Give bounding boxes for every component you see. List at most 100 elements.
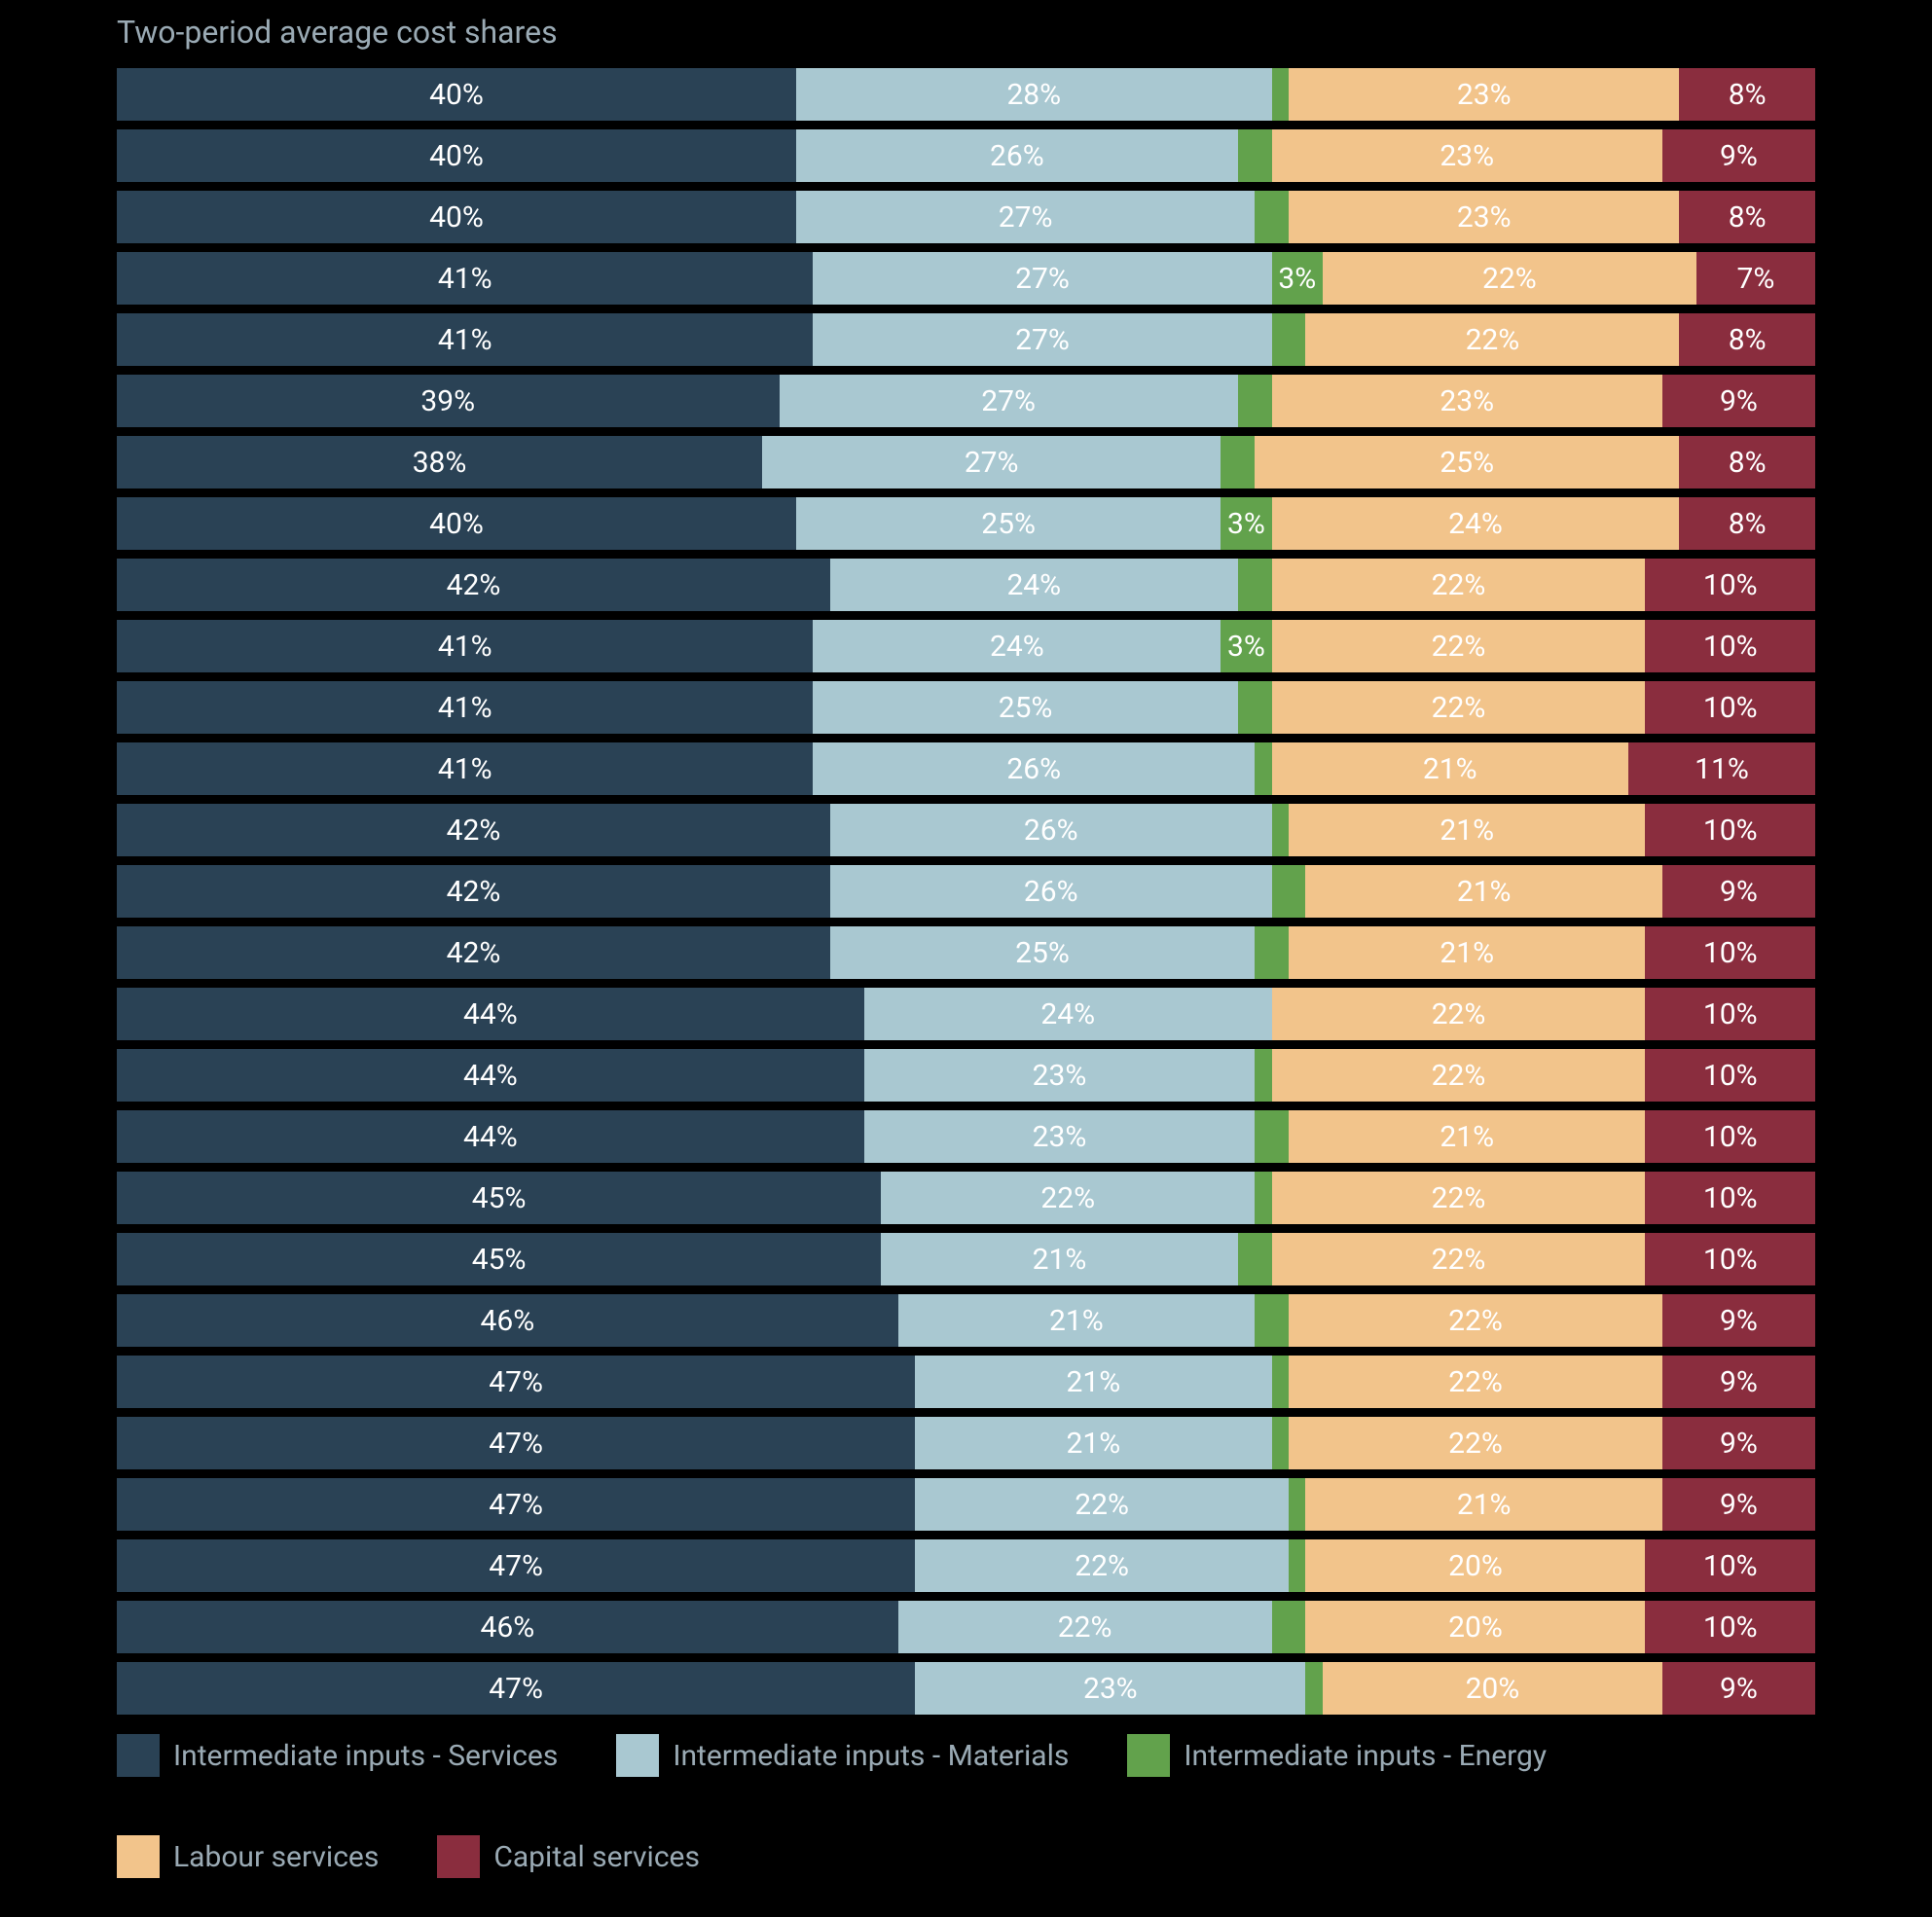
bar-segment-labour: 23%: [1289, 68, 1679, 121]
bar-row: 47%22%21%9%: [117, 1478, 1815, 1531]
bar-segment-labour: 21%: [1289, 1110, 1645, 1163]
bar-segment-labour: 20%: [1305, 1601, 1645, 1653]
bar-segment-labour: 22%: [1289, 1356, 1662, 1408]
bar-segment-capital: 10%: [1645, 559, 1815, 611]
bar-segment-services: 44%: [117, 1110, 864, 1163]
bar-segment-services: 47%: [117, 1539, 915, 1592]
bar-segment-energy: [1238, 559, 1272, 611]
bar-segment-labour: 22%: [1305, 313, 1679, 366]
bar-row: 42%24%22%10%: [117, 559, 1815, 611]
bar-segment-capital: 10%: [1645, 926, 1815, 979]
bar-segment-energy: [1221, 436, 1255, 488]
bar-segment-labour: 21%: [1289, 804, 1645, 856]
bar-segment-energy: [1272, 313, 1306, 366]
bar-segment-materials: 22%: [881, 1172, 1255, 1224]
bar-segment-labour: 21%: [1305, 1478, 1661, 1531]
bar-row: 40%26%23%9%: [117, 129, 1815, 182]
bar-segment-services: 46%: [117, 1601, 898, 1653]
bar-segment-services: 39%: [117, 375, 780, 427]
bar-segment-services: 47%: [117, 1417, 915, 1469]
bar-segment-materials: 23%: [915, 1662, 1305, 1715]
bar-row: 40%28% 23%8%: [117, 68, 1815, 121]
bar-segment-materials: 26%: [796, 129, 1238, 182]
bar-segment-labour: 22%: [1272, 681, 1646, 734]
bar-segment-capital: 10%: [1645, 681, 1815, 734]
bar-segment-labour: 25%: [1255, 436, 1679, 488]
bar-segment-materials: 22%: [898, 1601, 1272, 1653]
bar-segment-services: 47%: [117, 1478, 915, 1531]
bar-segment-capital: 8%: [1679, 68, 1815, 121]
bar-segment-energy: [1238, 129, 1272, 182]
bar-segment-energy: [1255, 926, 1289, 979]
bar-segment-capital: 8%: [1679, 313, 1815, 366]
legend-swatch: [616, 1734, 659, 1777]
bar-segment-materials: 28%: [796, 68, 1272, 121]
bar-row: 41%25%22%10%: [117, 681, 1815, 734]
bar-segment-capital: 8%: [1679, 497, 1815, 550]
bar-row: 41%27%22%8%: [117, 313, 1815, 366]
bar-segment-services: 40%: [117, 191, 796, 243]
bar-segment-energy: 3%: [1221, 620, 1271, 672]
bar-segment-materials: 21%: [915, 1356, 1271, 1408]
bar-segment-labour: 22%: [1272, 620, 1646, 672]
bar-segment-capital: 10%: [1645, 804, 1815, 856]
bar-segment-materials: 23%: [864, 1049, 1255, 1102]
bar-segment-materials: 25%: [813, 681, 1237, 734]
bar-segment-capital: 10%: [1645, 988, 1815, 1040]
bar-segment-materials: 21%: [881, 1233, 1237, 1285]
bar-segment-services: 41%: [117, 620, 813, 672]
bar-segment-materials: 21%: [915, 1417, 1271, 1469]
bar-segment-materials: 21%: [898, 1294, 1255, 1347]
bar-segment-energy: [1255, 1110, 1289, 1163]
bar-segment-capital: 7%: [1696, 252, 1815, 305]
bar-segment-labour: 23%: [1272, 129, 1662, 182]
bar-segment-materials: 27%: [813, 313, 1271, 366]
bar-segment-labour: 21%: [1272, 742, 1628, 795]
chart-title: Two-period average cost shares: [117, 0, 1815, 68]
legend-item-services: Intermediate inputs - Services: [117, 1734, 558, 1777]
bar-segment-energy: [1255, 1294, 1289, 1347]
bar-segment-materials: 27%: [813, 252, 1271, 305]
bar-segment-energy: [1238, 375, 1272, 427]
bar-row: 45%21%22%10%: [117, 1233, 1815, 1285]
legend-swatch: [117, 1835, 160, 1878]
bar-segment-services: 45%: [117, 1233, 881, 1285]
bar-segment-labour: 20%: [1323, 1662, 1662, 1715]
bar-row: 46%21%22%9%: [117, 1294, 1815, 1347]
bar-segment-energy: 3%: [1221, 497, 1271, 550]
legend-label: Intermediate inputs - Services: [173, 1739, 558, 1773]
bar-row: 47%23% 20%9%: [117, 1662, 1815, 1715]
bar-segment-labour: 20%: [1305, 1539, 1645, 1592]
bar-segment-labour: 22%: [1272, 1172, 1646, 1224]
bar-segment-labour: 21%: [1305, 865, 1661, 918]
bar-segment-services: 40%: [117, 68, 796, 121]
bar-segment-labour: 23%: [1289, 191, 1679, 243]
bar-segment-services: 42%: [117, 559, 830, 611]
legend-label: Labour services: [173, 1840, 379, 1874]
bar-segment-capital: 10%: [1645, 1110, 1815, 1163]
bar-row: 47%21%22%9%: [117, 1417, 1815, 1469]
bar-segment-capital: 10%: [1645, 1233, 1815, 1285]
bar-segment-energy: [1238, 681, 1272, 734]
bar-segment-capital: 9%: [1662, 1417, 1815, 1469]
bar-segment-capital: 11%: [1628, 742, 1815, 795]
bar-segment-energy: [1238, 1233, 1272, 1285]
bar-segment-capital: 8%: [1679, 436, 1815, 488]
bar-row: 44%24%22%10%: [117, 988, 1815, 1040]
bar-segment-capital: 9%: [1662, 1662, 1815, 1715]
bar-segment-capital: 9%: [1662, 1478, 1815, 1531]
bar-segment-labour: 21%: [1289, 926, 1645, 979]
bar-segment-capital: 9%: [1662, 1294, 1815, 1347]
bar-segment-capital: 10%: [1645, 1049, 1815, 1102]
bar-segment-services: 42%: [117, 804, 830, 856]
bar-segment-energy: [1272, 1417, 1289, 1469]
bar-segment-services: 47%: [117, 1662, 915, 1715]
bar-segment-materials: 26%: [813, 742, 1255, 795]
bar-segment-materials: 27%: [780, 375, 1238, 427]
bar-row: 42%25%21%10%: [117, 926, 1815, 979]
bar-segment-materials: 24%: [864, 988, 1272, 1040]
bar-segment-labour: 22%: [1272, 559, 1646, 611]
bar-segment-energy: [1272, 1601, 1306, 1653]
bar-segment-capital: 10%: [1645, 620, 1815, 672]
bar-segment-capital: 9%: [1662, 375, 1815, 427]
